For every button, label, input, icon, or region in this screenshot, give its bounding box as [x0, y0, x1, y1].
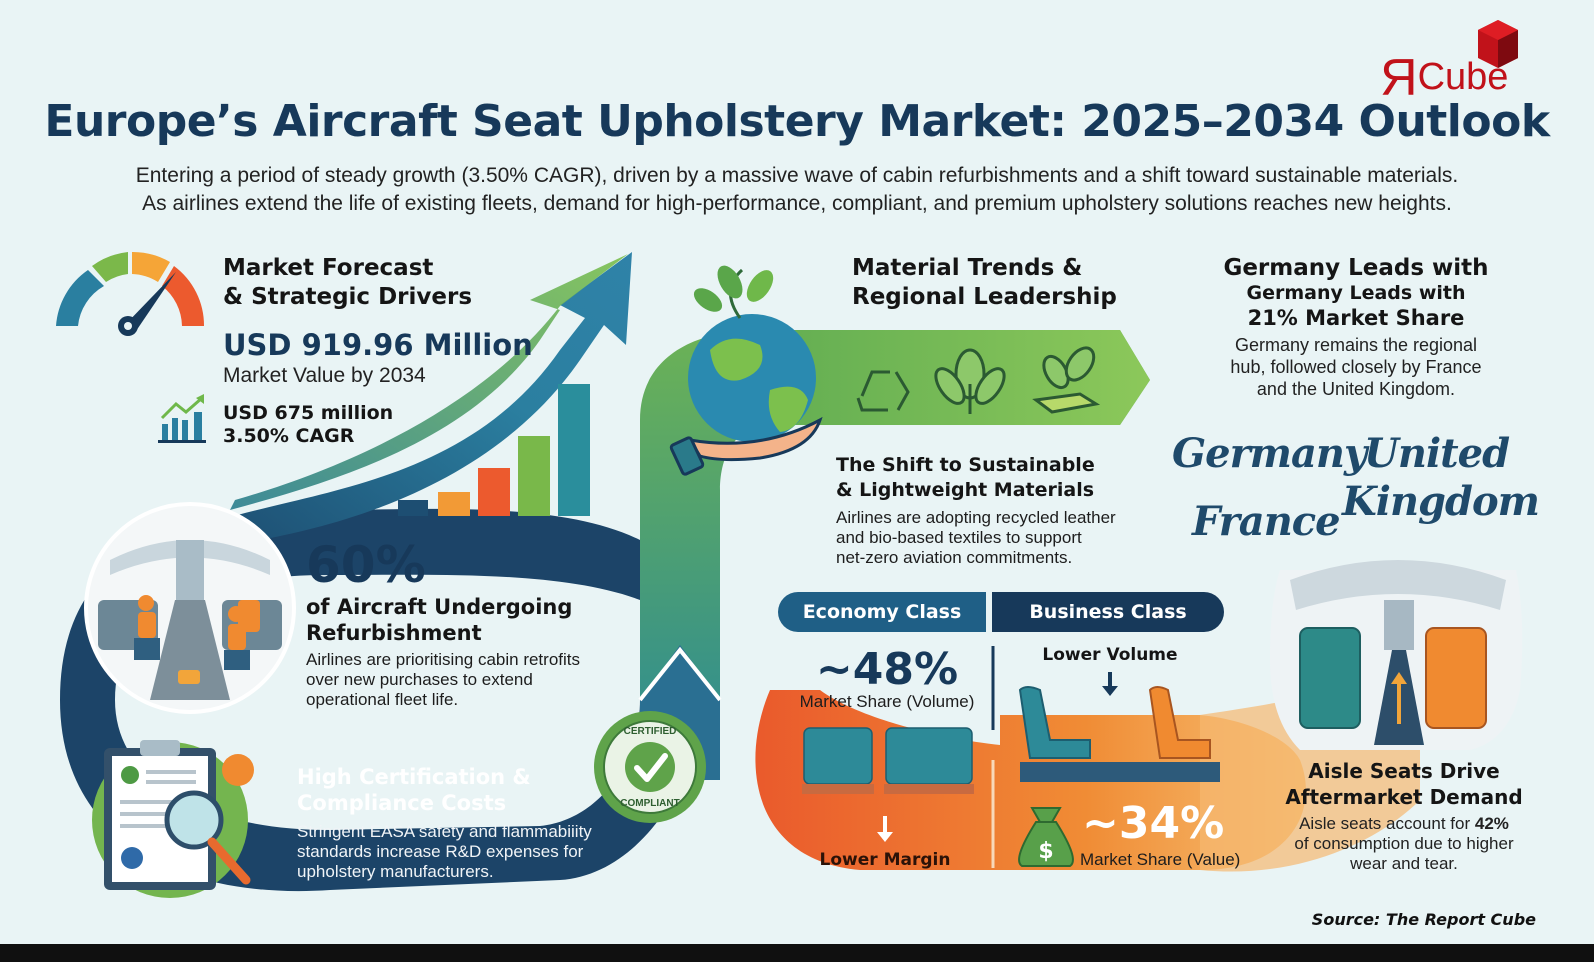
business-share: ~34%	[1082, 798, 1225, 849]
tab-economy-class: Economy Class	[778, 592, 986, 632]
cabin-refurbishment-illustration	[84, 502, 296, 714]
refurbishment-heading: of Aircraft Undergoing Refurbishment	[306, 595, 573, 645]
logo-wordmark: RCube	[1380, 49, 1509, 107]
economy-share: ~48%	[815, 644, 959, 695]
forecast-value-label: Market Value by 2034	[223, 364, 426, 387]
regional-body: Germany remains the regional hub, follow…	[1230, 335, 1482, 399]
speedometer-gauge-icon	[56, 251, 205, 336]
country-kingdom: Kingdom	[1342, 478, 1540, 525]
subtitle-line-2: As airlines extend the life of existing …	[142, 192, 1452, 215]
business-note: Lower Volume	[1042, 645, 1178, 665]
country-united: United	[1364, 430, 1510, 477]
source-credit: Source: The Report Cube	[1311, 910, 1536, 929]
refurbishment-percent: 60%	[306, 536, 426, 594]
forecast-heading: Market Forecast & Strategic Drivers	[223, 255, 473, 310]
business-seats-icon	[1018, 686, 1220, 782]
cagr-value: 3.50% CAGR	[223, 425, 355, 447]
aisle-heading: Aisle Seats Drive Aftermarket Demand	[1285, 759, 1523, 809]
badge-bottom-text: COMPLIANT	[620, 798, 680, 809]
globe-in-hand-icon	[669, 265, 823, 476]
economy-seats-icon	[802, 727, 974, 794]
aisle-body: Aisle seats account for 42% of consumpti…	[1294, 814, 1514, 873]
regional-heading: Germany Leads with Germany Leads with 21…	[1223, 255, 1489, 331]
economy-share-label: Market Share (Volume)	[799, 692, 975, 711]
growth-bar-chart-icon	[158, 394, 206, 443]
certification-body: Stringent EASA safety and flammabiiity s…	[297, 822, 592, 881]
base-value: USD 675 million	[223, 402, 394, 424]
badge-top-text: CERTIFIED	[623, 726, 677, 737]
forecast-value: USD 919.96 Million	[223, 328, 533, 362]
country-germany: Germany	[1172, 430, 1367, 477]
page-subtitle: Entering a period of steady growth (3.50…	[0, 162, 1594, 218]
subtitle-line-1: Entering a period of steady growth (3.50…	[135, 164, 1459, 187]
bottom-border	[0, 944, 1594, 962]
refurbishment-body: Airlines are prioritising cabin retrofit…	[306, 650, 580, 709]
page-title: Europe’s Aircraft Seat Upholstery Market…	[44, 96, 1550, 147]
down-arrow-icon-volume	[1102, 672, 1118, 696]
materials-shift-heading: The Shift to Sustainable & Lightweight M…	[836, 454, 1095, 501]
clipboard-audit-illustration	[92, 740, 254, 898]
plant-icon	[934, 348, 1006, 414]
cube-logo-icon	[1478, 20, 1518, 68]
country-france: France	[1192, 498, 1341, 545]
recycle-icon	[856, 370, 910, 412]
sprout-textile-icon	[1032, 346, 1101, 414]
certification-heading: High Certification & Compliance Costs	[297, 765, 531, 815]
forecast-base-stats: USD 675 million 3.50% CAGR	[223, 402, 393, 448]
money-bag-icon: $	[1018, 807, 1074, 867]
tab-business-class: Business Class	[992, 592, 1224, 632]
report-cube-logo: RCube	[1380, 20, 1540, 107]
svg-text:$: $	[1038, 839, 1053, 864]
economy-note: Lower Margin	[819, 850, 951, 870]
materials-heading: Material Trends & Regional Leadership	[852, 255, 1117, 310]
down-arrow-icon	[877, 816, 893, 842]
certified-compliant-badge	[594, 711, 706, 823]
aisle-cabin-illustration	[1270, 560, 1523, 750]
business-share-label: Market Share (Value)	[1080, 850, 1241, 869]
materials-body: Airlines are adopting recycled leather a…	[836, 508, 1116, 567]
